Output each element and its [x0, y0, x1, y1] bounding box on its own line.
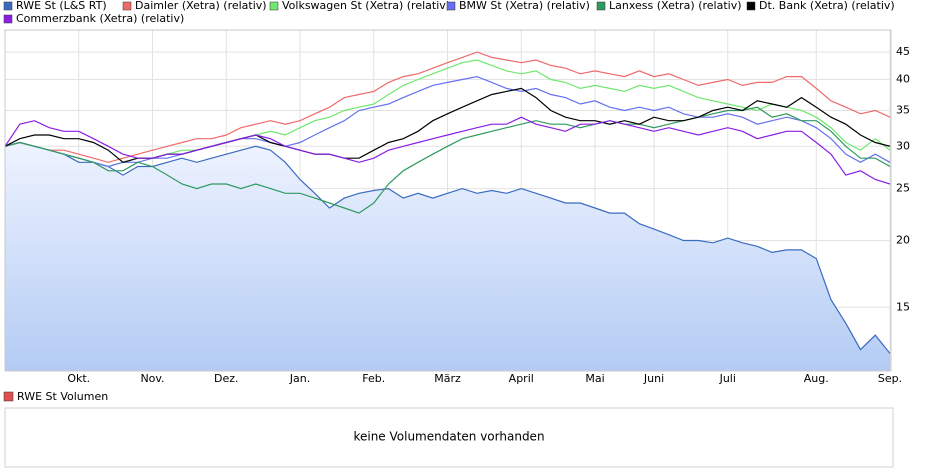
- legend-swatch: [3, 1, 13, 11]
- x-tick-label: Dez.: [214, 372, 239, 385]
- y-tick-label: 20: [896, 233, 910, 246]
- x-tick-label: Okt.: [67, 372, 90, 385]
- legend-label: Volkswagen St (Xetra) (relativ): [282, 0, 450, 12]
- legend-label: BMW St (Xetra) (relativ): [459, 0, 590, 12]
- legend-swatch: [3, 391, 14, 402]
- y-tick-label: 35: [896, 103, 910, 116]
- legend-label: Dt. Bank (Xetra) (relativ): [759, 0, 895, 12]
- x-tick-label: Feb.: [362, 372, 385, 385]
- volume-legend: RWE St Volumen: [17, 390, 108, 403]
- x-tick-label: Juli: [719, 372, 736, 385]
- legend-swatch: [446, 1, 456, 11]
- line: [4, 51, 891, 163]
- legend-swatch: [746, 1, 756, 11]
- x-tick-label: Nov.: [140, 372, 164, 385]
- volume-message: keine Volumendaten vorhanden: [353, 430, 544, 444]
- x-tick-label: Aug.: [804, 372, 829, 385]
- legend-label: Daimler (Xetra) (relativ): [135, 0, 267, 12]
- line: [4, 116, 891, 185]
- volume-panel: [4, 407, 894, 468]
- y-tick-label: 25: [896, 182, 910, 195]
- x-tick-label: März: [434, 372, 461, 385]
- legend-swatch: [3, 14, 13, 24]
- legend-swatch: [269, 1, 279, 11]
- legend-swatch: [122, 1, 132, 11]
- legend-label: Lanxess (Xetra) (relativ): [609, 0, 742, 12]
- legend-swatch: [596, 1, 606, 11]
- legend-label: Commerzbank (Xetra) (relativ): [16, 12, 184, 25]
- y-tick-label: 15: [896, 300, 910, 313]
- y-tick-label: 45: [896, 45, 910, 58]
- x-tick-label: April: [509, 372, 534, 385]
- y-tick-label: 40: [896, 72, 910, 85]
- area: [5, 142, 890, 371]
- x-tick-label: Jan.: [289, 372, 310, 385]
- y-tick-label: 30: [896, 139, 910, 152]
- x-tick-label: Sep.: [878, 372, 902, 385]
- plot-frame: [4, 29, 892, 372]
- x-tick-label: Juni: [643, 372, 664, 385]
- x-tick-label: Mai: [585, 372, 604, 385]
- legend-label: RWE St (L&S RT): [16, 0, 107, 12]
